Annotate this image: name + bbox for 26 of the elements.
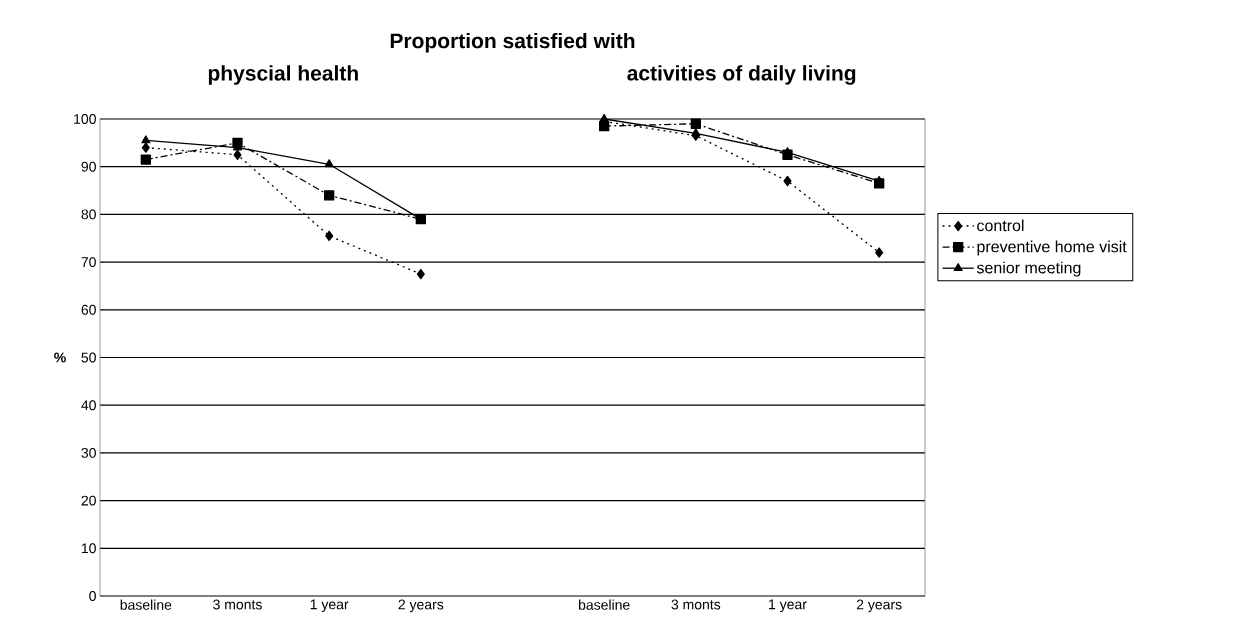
y-tick-label: 80 xyxy=(81,209,96,220)
y-tick-label: 30 xyxy=(81,447,96,458)
chart-title: Proportion satisfied with xyxy=(390,32,635,53)
x-tick-label: 2 years xyxy=(398,599,444,613)
y-axis-title: % xyxy=(54,352,66,363)
y-tick-label: 0 xyxy=(89,591,96,601)
y-tick-label: 40 xyxy=(81,400,96,411)
text: activities of daily living xyxy=(627,65,856,85)
y-tick-label: 60 xyxy=(81,304,96,315)
legend-label: preventive home visit xyxy=(977,240,1127,256)
x-tick-label: 2 years xyxy=(856,599,902,613)
legend-label: control xyxy=(977,219,1024,232)
x-tick-label: baseline xyxy=(579,599,630,610)
text: physcial health xyxy=(208,65,358,85)
y-tick-label: 70 xyxy=(81,257,96,268)
x-tick-label: 3 monts xyxy=(213,599,262,610)
y-tick-label: 100 xyxy=(74,114,96,124)
legend-label: senior meeting xyxy=(976,261,1081,277)
y-tick-label: 20 xyxy=(81,495,96,506)
y-tick-label: 50 xyxy=(81,352,96,363)
x-tick-label: 1 year xyxy=(310,599,349,613)
x-tick-label: 1 year xyxy=(769,599,807,613)
y-tick-label: 90 xyxy=(81,161,96,172)
y-tick-label: 10 xyxy=(81,543,96,554)
x-tick-label: 3 monts xyxy=(671,599,721,610)
x-tick-label: baseline xyxy=(120,599,172,610)
